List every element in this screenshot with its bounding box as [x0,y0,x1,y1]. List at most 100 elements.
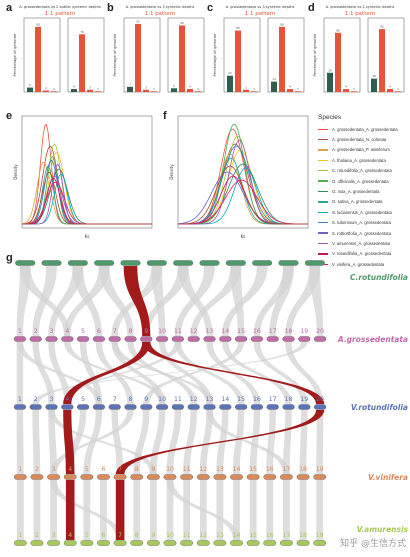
chromosome-V.rotundifolia-18 [282,404,295,410]
legend-label: O. sativa_A. grossedentata [332,199,383,205]
chromosome-V.rotundifolia-14 [219,404,232,410]
panel-d-header: A. grossedentata vs 2 syntenic depths [326,5,395,9]
panel-d-bar-0-2 [343,89,349,92]
panel-a-frame-1 [67,17,105,93]
synteny-link-38 [16,410,24,474]
chromosome-V.vinifera-4 [63,474,77,480]
highlight-link-4 [115,410,325,474]
chromosome-label: 10 [158,328,166,335]
legend-label: G. max_A. grossedentata [332,189,380,195]
chromosome-label: 10 [166,466,174,473]
panel-b-bar-label-1-0: 5 [173,84,175,88]
synteny-link-78 [50,480,124,540]
synteny-link-57 [50,410,134,474]
synteny-link-72 [233,480,240,540]
chromosome-A.grossedentata-20 [314,336,327,342]
legend-label: S. lucianensis_A. grossedentata [332,209,392,215]
legend-swatch [318,222,328,224]
legend-label: S. tuberosum_A. grossedentata [332,220,391,226]
panel-c-bar-label-1-1: 88 [280,22,284,26]
chromosome-label: 11 [285,257,293,259]
synteny-link-79 [166,480,240,540]
panel-a-bar-1-2 [87,89,93,92]
panel-b-bar-0-1 [135,23,141,93]
track-name: V.amurensis [357,525,409,534]
chromosome-label: 12 [199,466,207,473]
legend-swatch [318,149,328,151]
chromosome-V.amurensis-12 [196,540,210,546]
panel-letter-e: e [6,110,13,122]
legend-label: A. grossedentata_N. colorata [332,137,387,143]
chromosome-label: 9 [151,466,155,473]
chromosome-label: 18 [285,328,293,335]
synteny-link-20 [32,342,55,404]
chromosome-V.rotundifolia-9 [140,404,153,410]
density-e-ylabel: Density [13,164,18,180]
panel-b-bar-1-2 [187,89,193,92]
chromosome-label: 11 [183,532,191,539]
legend-label: A. thaliana_A. grossedentata [332,157,386,163]
synteny-link-17 [269,266,294,336]
chromosome-V.vinifera-6 [97,474,110,480]
chromosome-label: 14 [221,396,229,403]
chromosome-A.grossedentata-5 [77,336,90,342]
synteny-link-34 [111,342,213,404]
panel-c-bar-label-1-3: 1 [297,87,299,91]
synteny-link-39 [32,410,41,474]
chromosome-V.rotundifolia-20 [314,404,327,410]
synteny-link-12 [72,266,103,336]
chromosome-label: 2 [35,466,39,473]
chromosome-label: 7 [181,257,185,259]
legend-title: Species [318,114,342,121]
synteny-link-58 [206,410,290,474]
chromosome-V.amurensis-19 [313,540,327,546]
chromosome-V.vinifera-19 [313,474,327,480]
chromosome-V.vinifera-10 [163,474,177,480]
panel-b-frame-0 [123,17,161,93]
synteny-link-64 [100,480,107,540]
synteny-link-7 [190,266,242,336]
synteny-link-77 [316,480,324,540]
density-f-curve-14 [177,165,308,225]
chromosome-A.grossedentata-1 [13,336,26,342]
panel-c-bar-label-0-0: 22 [228,71,232,75]
chromosome-V.rotundifolia-17 [266,404,279,410]
synteny-link-50 [233,410,245,474]
synteny-link-73 [249,480,257,540]
chromosome-A.grossedentata-6 [92,336,105,342]
chromosome-A.grossedentata-13 [203,336,216,342]
chromosome-V.amurensis-14 [230,540,243,546]
synteny-link-33 [64,342,166,404]
synteny-link-59 [16,480,24,540]
chromosome-C.rotundifolia-3 [67,260,88,266]
chromosome-C.rotundifolia-10 [252,260,273,266]
panel-c-bar-1-1 [279,26,285,93]
chromosome-label: 13 [206,396,214,403]
chromosome-C.rotundifolia-4 [94,260,115,266]
synteny-link-18 [309,266,324,336]
chromosome-label: 6 [155,257,159,259]
density-f-curve-13 [177,179,309,225]
chromosome-label: 19 [300,328,308,335]
legend-label: A. grossedentata_A. grossedentata [332,126,398,132]
chromosome-V.rotundifolia-4 [61,404,74,410]
chromosome-C.rotundifolia-5 [120,260,141,266]
chromosome-V.rotundifolia-1 [13,404,26,410]
chromosome-label: 12 [199,532,207,539]
chromosome-label: 10 [258,257,266,259]
panel-b-bar-label-0-1: 92 [136,19,140,23]
chromosome-label: 9 [144,396,148,403]
legend-item: V. rotundifolia_A. grossedentata [318,249,410,259]
synteny-link-67 [149,480,157,540]
chromosome-label: 9 [151,532,155,539]
chromosome-V.rotundifolia-12 [187,404,200,410]
synteny-link-43 [111,410,124,474]
panel-a-bar-1-0 [71,89,77,92]
track-name: C.rotundifolia [350,273,408,282]
highlight-link-2 [63,342,151,404]
chromosome-label: 5 [81,396,85,403]
panel-letter-c: c [207,2,214,14]
highlight-link-6 [115,480,125,540]
chromosome-label: 2 [35,532,39,539]
panel-d-bar-label-0-3: 1 [353,87,355,91]
